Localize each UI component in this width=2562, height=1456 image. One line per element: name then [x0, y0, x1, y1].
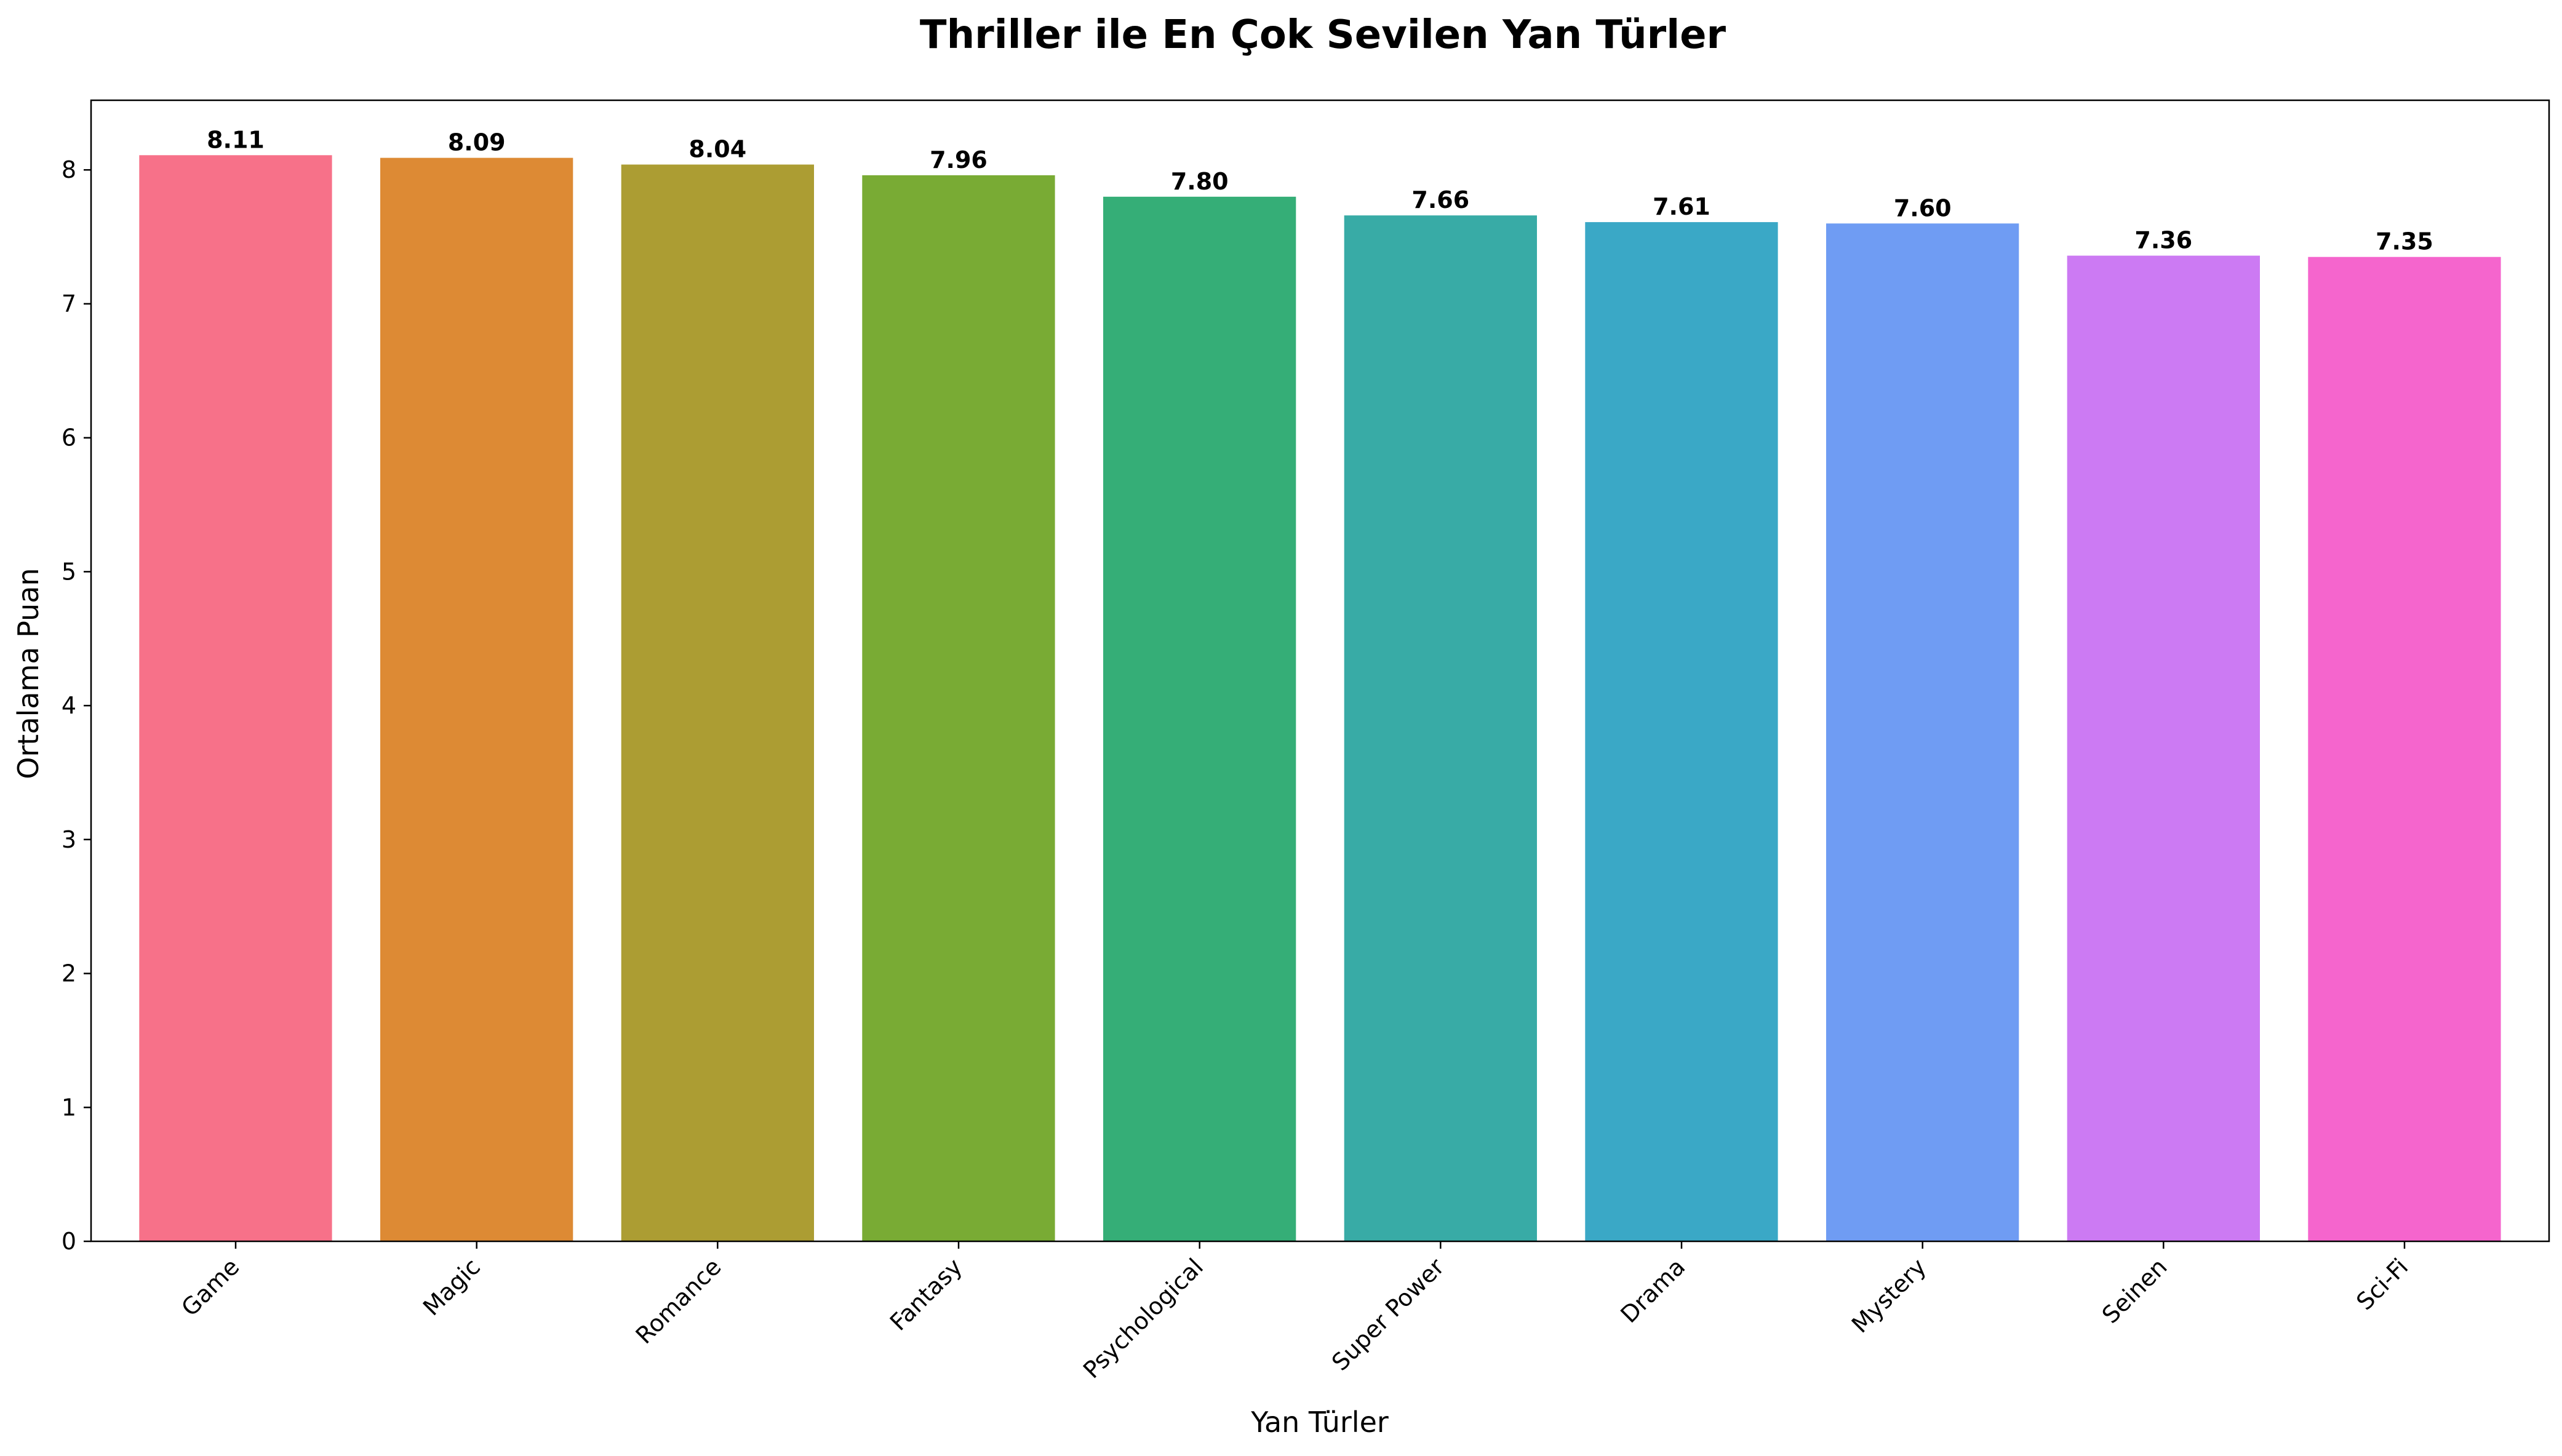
y-axis-label: Ortalama Puan: [12, 568, 45, 779]
bar-seinen: [2067, 255, 2260, 1242]
y-tick-label: 4: [62, 692, 76, 719]
bar-sci-fi: [2308, 257, 2501, 1242]
y-tick-label: 3: [62, 826, 76, 853]
value-label: 8.11: [207, 126, 265, 153]
bars-layer: 8.11 8.09 8.04 7.96 7.80 7.66 7.61 7.60 7.36 7.35: [139, 126, 2501, 1242]
bar-game: [139, 155, 332, 1241]
chart-title: Thriller ile En Çok Sevilen Yan Türler: [920, 12, 1726, 58]
x-axis-label: Yan Türler: [1250, 1406, 1389, 1439]
value-label: 7.96: [930, 146, 988, 173]
bar-fantasy: [862, 175, 1055, 1241]
x-tick-label: Game: [176, 1253, 244, 1321]
y-tick-label: 6: [62, 424, 76, 452]
value-label: 8.09: [448, 129, 506, 156]
bar-romance: [621, 164, 814, 1241]
value-label: 7.66: [1411, 186, 1469, 213]
x-tick-label: Drama: [1615, 1253, 1690, 1328]
y-tick-label: 8: [62, 156, 76, 183]
value-label: 7.36: [2134, 227, 2192, 254]
x-tick-label: Psychological: [1078, 1253, 1208, 1383]
x-tick-label: Mystery: [1846, 1253, 1931, 1338]
y-tick-label: 2: [62, 960, 76, 987]
bar-magic: [380, 157, 573, 1242]
x-tick-label: Romance: [631, 1253, 727, 1349]
value-label: 7.61: [1653, 193, 1710, 220]
y-tick-label: 0: [62, 1228, 76, 1255]
value-label: 7.60: [1894, 194, 1952, 221]
plot-frame: [90, 99, 2550, 1243]
x-tick-label: Fantasy: [885, 1253, 968, 1336]
bar-super-power: [1344, 215, 1537, 1242]
x-tick-label: Sci-Fi: [2351, 1253, 2413, 1315]
x-tick-label: Seinen: [2097, 1253, 2173, 1329]
value-label: 7.80: [1171, 168, 1229, 195]
bar-drama: [1585, 222, 1778, 1242]
y-tick-label: 5: [62, 558, 76, 585]
y-tick-label: 7: [62, 290, 76, 317]
x-tick-label: Magic: [418, 1253, 485, 1321]
y-tick-label: 1: [62, 1094, 76, 1121]
value-label: 7.35: [2376, 228, 2433, 255]
bar-psychological: [1103, 196, 1296, 1241]
value-label: 8.04: [688, 136, 746, 163]
bar-mystery: [1826, 223, 2019, 1241]
x-tick-label: Super Power: [1327, 1253, 1450, 1376]
